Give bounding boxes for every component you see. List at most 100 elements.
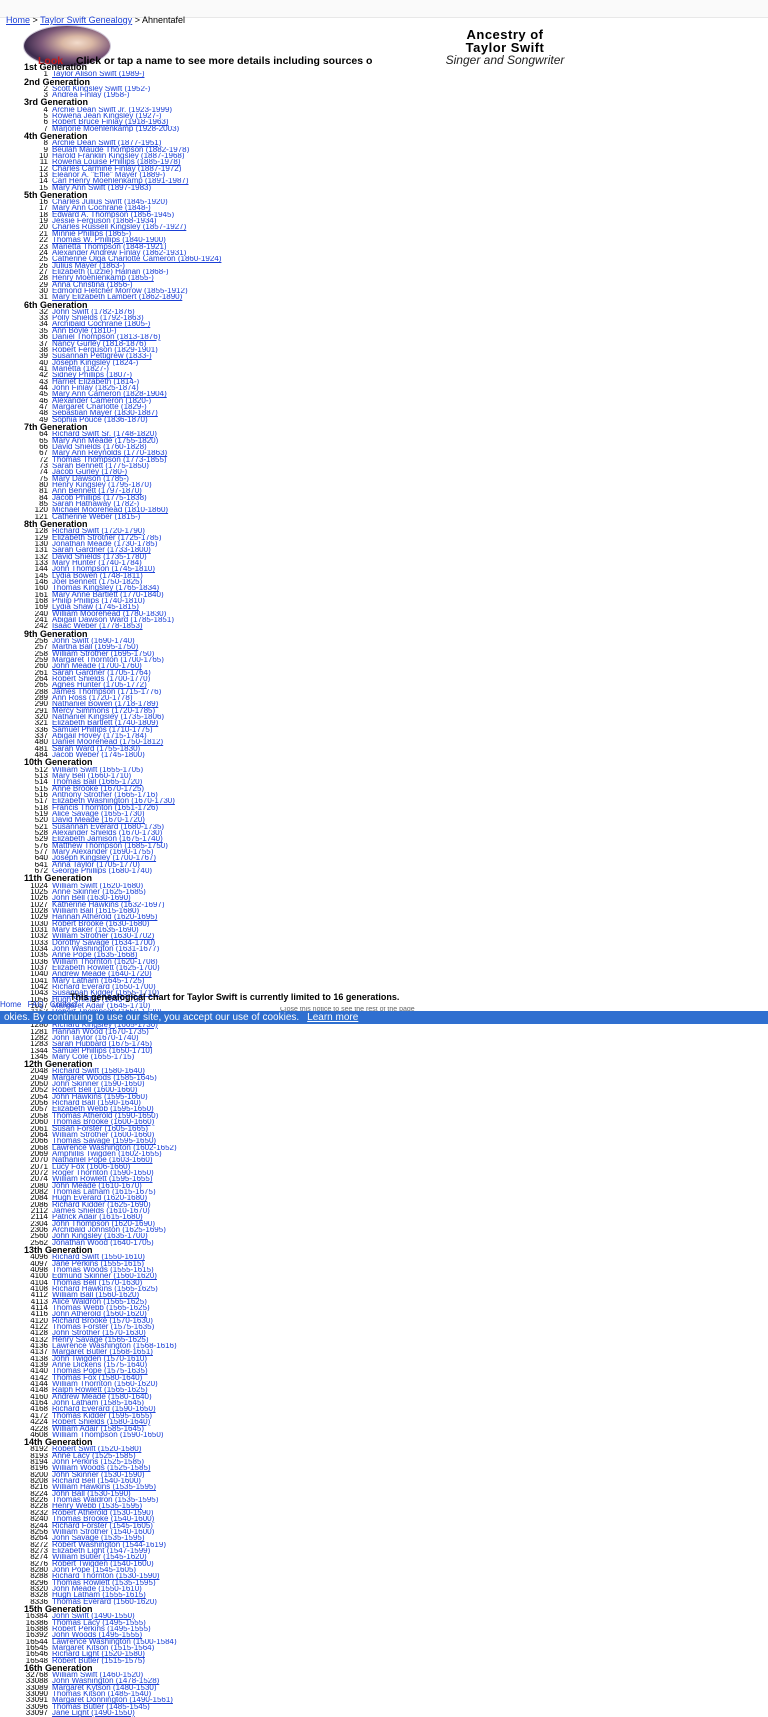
ancestor-name-link[interactable]: Francis Thornton (1651-1726) [52, 804, 159, 811]
ancestor-name-link[interactable]: Sidney Phillips (1807-) [52, 372, 133, 379]
ancestor-name-link[interactable]: Henry Moehlenkamp (1855-) [52, 275, 154, 282]
ancestor-name-link[interactable]: Mary Ann Meade (1755-1820) [52, 437, 159, 444]
ancestor-name-link[interactable]: John Meade (1700-1760) [52, 663, 142, 670]
bottom-link-faq[interactable]: FAQ [27, 1000, 44, 1009]
ancestor-name-link[interactable]: Taylor Alison Swift (1989-) [52, 71, 145, 78]
ancestor-name-link[interactable]: Thomas Kingsley (1765-1834) [52, 585, 160, 592]
ancestor-name-link[interactable]: Alexander Cameron (1820-) [52, 397, 152, 404]
ancestor-name-link[interactable]: Elizabeth Washington (1670-1730) [52, 798, 175, 805]
ancestor-name-link[interactable]: Rowena Jean Kingsley (1927-) [52, 112, 162, 120]
ancestor-name-link[interactable]: Charles Julius Swift (1845-1920) [52, 199, 168, 206]
ancestor-name-link[interactable]: Margaret Adair (1645-1710) [52, 1003, 151, 1010]
ancestor-name-link[interactable]: Mary Dawson (1785-) [52, 475, 129, 482]
ancestor-name-link[interactable]: Daniel Moorehead (1750-1812) [52, 739, 164, 746]
ancestor-name-link[interactable]: Henry Kingsley (1795-1870) [52, 481, 152, 489]
ancestor-name-link[interactable]: Robert Brooke (1630-1680) [52, 920, 150, 927]
ancestor-name-link[interactable]: Elizabeth (Lizzie) Halnan (1868-) [52, 268, 169, 276]
ancestor-name-link[interactable]: David Meade (1670-1720) [52, 817, 145, 824]
ancestor-name-link[interactable]: Isaac Weber (1778-1853) [52, 623, 143, 630]
ancestor-name-link[interactable]: Charles Carmine Finlay (1887-1972) [52, 165, 182, 172]
ancestor-name-link[interactable]: Mary Ann Reynolds (1770-1863) [52, 450, 168, 457]
ancestor-name-link[interactable]: Matthew Thompson (1685-1750) [52, 842, 168, 850]
ancestor-name-link[interactable]: Thomas W. Phillips (1840-1900) [52, 237, 166, 244]
ancestor-name-link[interactable]: Sarah Bennett (1775-1850) [52, 462, 149, 470]
ancestor-name-link[interactable]: Joseph Kingsley (1824-) [52, 359, 139, 366]
ancestor-name-link[interactable]: Rowena Louise Phillips (1885-1978) [52, 159, 181, 166]
ancestor-name-link[interactable]: Archie Dean Swift Jr. (1923-1999) [52, 106, 173, 113]
ancestor-name-link[interactable]: Mary Latham (1645-1725) [52, 977, 145, 985]
ancestor-name-link[interactable]: Harold Franklin Kingsley (1887-1968) [52, 152, 185, 160]
ancestor-name-link[interactable]: Nancy Gurley (1818-1876) [52, 340, 147, 347]
ancestor-name-link[interactable]: Scott Kingsley Swift (1952-) [52, 85, 151, 93]
ancestor-name-link[interactable]: Nathaniel Bowen (1718-1789) [52, 701, 159, 708]
ancestor-name-link[interactable]: Sebastian Mayer (1830-1887) [52, 410, 158, 417]
bottom-link-contact[interactable]: Contact [49, 1000, 78, 1009]
ancestor-name-link[interactable]: Jonathan Meade (1730-1785) [52, 540, 158, 548]
ancestor-name-link[interactable]: Archibald Cochrane (1805-) [52, 321, 151, 328]
ancestor-name-link[interactable]: Alice Savage (1655-1730) [52, 810, 145, 818]
ancestor-name-link[interactable]: Anna Christina (1856-) [52, 281, 133, 288]
ancestor-name-link[interactable]: Elizabeth Jamison (1675-1740) [52, 836, 163, 843]
ancestor-name-link[interactable]: Sophia Pouce (1836-1870) [52, 416, 148, 423]
ancestor-name-link[interactable]: Sarah Gardner (1733-1800) [52, 547, 151, 554]
ancestor-name-link[interactable]: Abigail Dawson Ward (1785-1851) [52, 616, 174, 624]
ancestor-name-link[interactable]: William Strother (1630-1702) [52, 933, 155, 940]
ancestor-name-link[interactable]: Anne Brooke (1670-1725) [52, 785, 145, 792]
ancestor-name-link[interactable]: Alexander Shields (1670-1730) [52, 830, 163, 837]
ancestor-name-link[interactable]: David Shields (1760-1828) [52, 443, 147, 451]
ancestor-name-link[interactable]: William Swift (1620-1680) [52, 882, 144, 889]
ancestor-name-link[interactable]: Anne Pope (1635-1668) [52, 952, 138, 959]
ancestor-name-link[interactable]: Jessie Ferguson (1868-1934) [52, 218, 157, 225]
ancestor-name-link[interactable]: William Thornton (1620-1708) [52, 958, 158, 966]
ancestor-name-link[interactable]: Sarah Gardner (1705-1764) [52, 669, 151, 676]
ancestor-name-link[interactable]: Jacob Weber (1745-1800) [52, 752, 145, 759]
ancestor-name-link[interactable]: Susannah Kidder (1655-1710) [52, 990, 160, 997]
ancestor-name-link[interactable]: John Finlay (1825-1874) [52, 384, 139, 392]
ancestor-name-link[interactable]: Daniel Thompson (1813-1876) [52, 334, 161, 341]
ancestor-name-link[interactable]: Thomas Ball (1665-1720) [52, 779, 143, 786]
ancestor-name-link[interactable]: Hugh Shields (1640-1700) [52, 996, 146, 1004]
ancestor-name-link[interactable]: Mary Hunter (1740-1784) [52, 559, 142, 567]
ancestor-name-link[interactable]: Archie Dean Swift (1877-1951) [52, 140, 162, 147]
ancestor-name-link[interactable]: Dorothy Savage (1634-1700) [52, 939, 156, 947]
ancestor-name-link[interactable]: Jane Light (1490-1550) [52, 1710, 135, 1717]
ancestor-name-link[interactable]: Robert Butler (1515-1575) [52, 1657, 145, 1664]
ancestor-name-link[interactable]: Beulah Maude Thompson (1882-1978) [52, 146, 190, 153]
ancestor-name-link[interactable]: Lydia Shaw (1745-1815) [52, 604, 139, 611]
ancestor-name-link[interactable]: Mary Bell (1660-1710) [52, 772, 132, 780]
ancestor-name-link[interactable]: Martha Ball (1695-1750) [52, 644, 139, 651]
ancestor-name-link[interactable]: Catherine Olga Charlotte Cameron (1860-1… [52, 256, 222, 263]
ancestor-name-link[interactable]: John Swift (1690-1740) [52, 637, 135, 645]
ancestor-name-link[interactable]: Philip Phillips (1740-1810) [52, 597, 145, 605]
ancestor-name-link[interactable]: Sarah Ward (1755-1830) [52, 745, 141, 753]
ancestor-name-link[interactable]: Susannah Pettigrew (1833-) [52, 353, 152, 360]
ancestor-name-link[interactable]: John Thompson (1745-1810) [52, 566, 156, 573]
ancestor-name-link[interactable]: Elizabeth Rowlett (1625-1700) [52, 965, 160, 972]
ancestor-name-link[interactable]: Samuel Phillips (1710-1775) [52, 726, 153, 733]
breadcrumb-home-link[interactable]: Home [6, 15, 31, 25]
ancestor-name-link[interactable]: Carl Henry Moehlenkamp (1891-1987) [52, 178, 189, 185]
ancestor-name-link[interactable]: Robert Ferguson (1829-1901) [52, 346, 158, 354]
ancestor-name-link[interactable]: Catherine Weber (1815-) [52, 513, 141, 520]
ancestor-name-link[interactable]: James Thompson (1715-1776) [52, 688, 162, 695]
ancestor-name-link[interactable]: Julius Mayer (1863-) [52, 262, 125, 269]
ancestor-name-link[interactable]: Mary Elizabeth Lambert (1862-1890) [52, 294, 183, 301]
breadcrumb-section-link[interactable]: Taylor Swift Genealogy [40, 15, 133, 25]
ancestor-name-link[interactable]: Harriet Elizabeth (1814-) [52, 378, 140, 385]
ancestor-name-link[interactable]: Mary Ann Swift (1897-1983) [52, 184, 152, 191]
ancestor-name-link[interactable]: Robert Bruce Finlay (1918-1963) [52, 119, 169, 126]
ancestor-name-link[interactable]: Charles Russell Kingsley (1857-1927) [52, 224, 187, 231]
ancestor-name-link[interactable]: Marietta (1827-) [52, 365, 109, 373]
ancestor-name-link[interactable]: Mercy Simmons (1720-1785) [52, 707, 156, 714]
ancestor-name-link[interactable]: Eleanor A. "Effie" Mayer (1889-) [52, 171, 166, 179]
ancestor-name-link[interactable]: Anne Skinner (1625-1685) [52, 888, 146, 896]
ancestor-name-link[interactable]: Margaret Thornton (1700-1765) [52, 656, 164, 664]
ancestor-name-link[interactable]: Nathaniel Kingsley (1735-1806) [52, 713, 165, 721]
ancestor-name-link[interactable]: William Swift (1655-1705) [52, 766, 144, 773]
ancestor-name-link[interactable]: Abigail Hovey (1715-1784) [52, 733, 147, 740]
ancestor-name-link[interactable]: Lydia Bowen (1748-1811) [52, 572, 143, 579]
ancestor-name-link[interactable]: Mary Ann Cochrane (1848-) [52, 205, 151, 212]
ancestor-name-link[interactable]: Andrew Meade (1640-1720) [52, 971, 152, 978]
ancestor-name-link[interactable]: Marietta Thompson (1848-1921) [52, 243, 167, 250]
ancestor-name-link[interactable]: Ann Ross (1720-1778) [52, 694, 133, 702]
